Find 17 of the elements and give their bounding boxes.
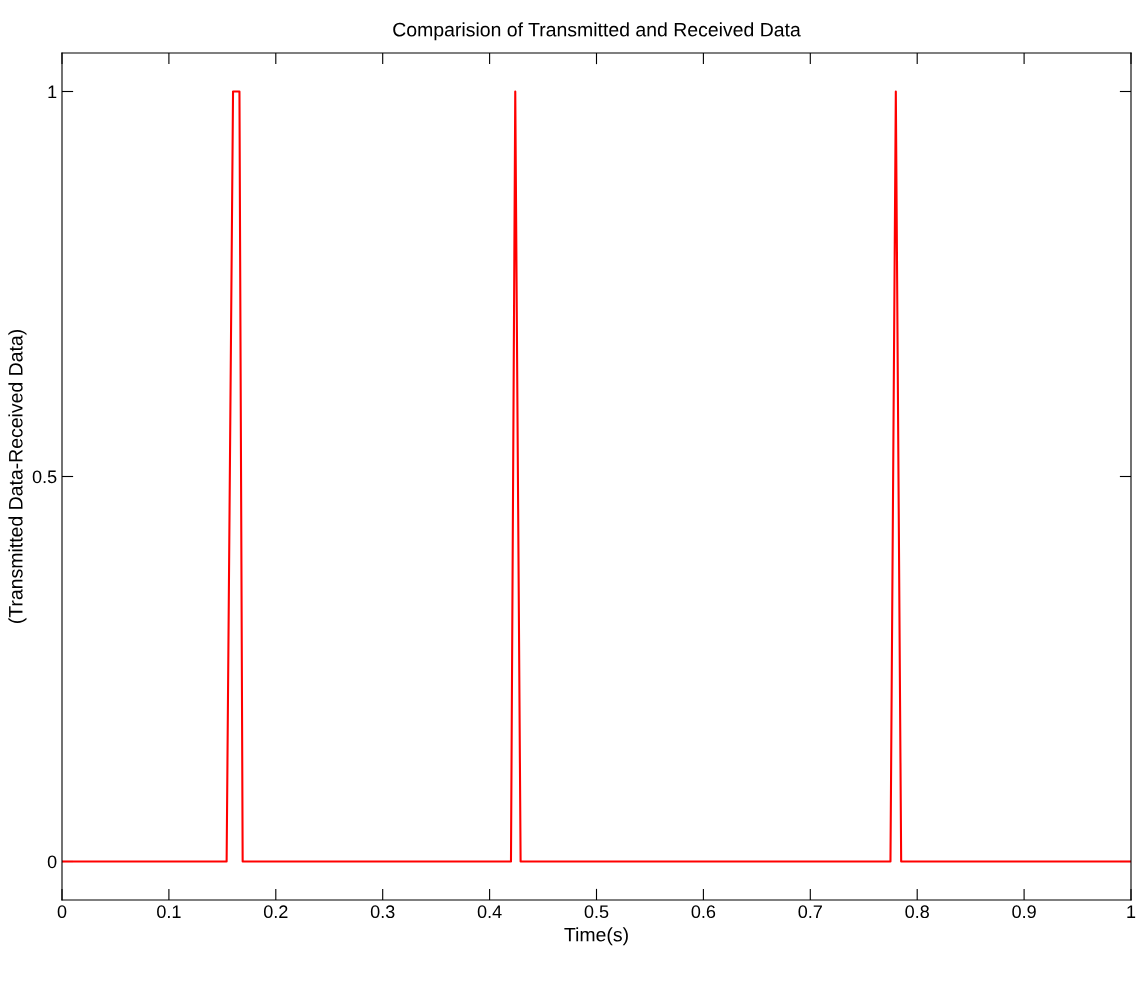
x-tick-label: 0.7 (798, 905, 822, 919)
y-axis-title: (Transmitted Data-Received Data) (8, 330, 27, 623)
x-tick-label: 0.2 (263, 905, 288, 919)
chart-title: Comparision of Transmitted and Received Data (393, 22, 801, 41)
x-tick-label: 0.5 (584, 905, 609, 919)
x-tick-label: 0.4 (477, 905, 502, 919)
x-tick-label: 0.9 (1012, 905, 1036, 919)
x-tick-label: 0.8 (905, 905, 929, 919)
y-tick-label: 0.5 (32, 470, 57, 484)
x-axis-title: Time(s) (564, 927, 628, 946)
x-tick-label: 1 (1127, 905, 1136, 918)
y-tick-label: 0 (47, 855, 57, 869)
x-tick-label: 0.3 (370, 905, 395, 919)
y-tick-label: 1 (48, 85, 57, 99)
x-tick-label: 0 (57, 905, 67, 919)
x-tick-label: 0.6 (691, 905, 716, 919)
x-tick-label: 0.1 (157, 905, 181, 919)
